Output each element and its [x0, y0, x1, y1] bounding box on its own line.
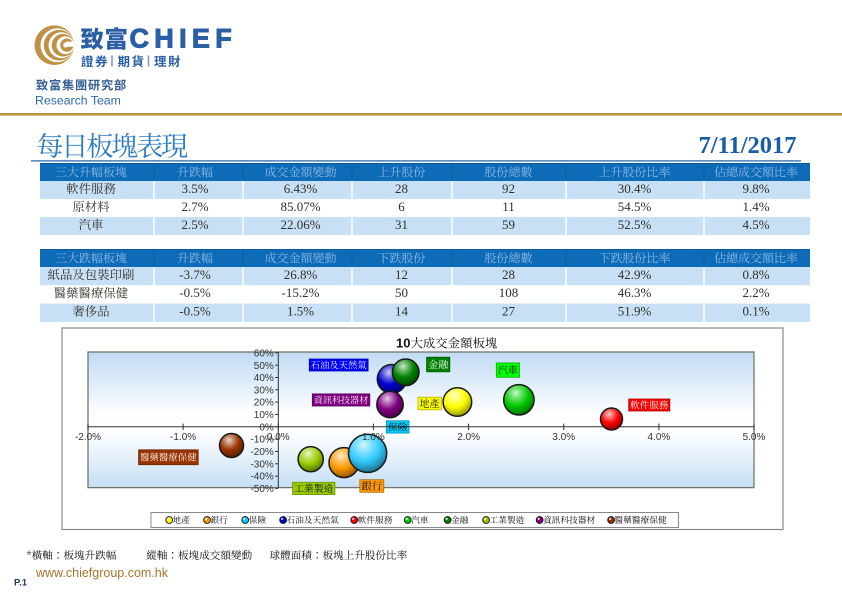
- svg-text:2.7%: 2.7%: [181, 199, 208, 214]
- svg-text:Research Team: Research Team: [35, 94, 121, 108]
- svg-text:27: 27: [502, 303, 516, 318]
- svg-text:46.3%: 46.3%: [618, 285, 652, 300]
- svg-text:3.0%: 3.0%: [552, 432, 575, 443]
- svg-text:6: 6: [398, 199, 405, 214]
- svg-text:20%: 20%: [254, 398, 274, 409]
- svg-text:59: 59: [502, 217, 515, 232]
- svg-text:108: 108: [499, 285, 519, 300]
- svg-text:28: 28: [502, 267, 515, 282]
- svg-text:30.4%: 30.4%: [618, 181, 652, 196]
- svg-text:28: 28: [395, 181, 408, 196]
- svg-text:-30%: -30%: [250, 459, 273, 470]
- svg-text:54.5%: 54.5%: [618, 199, 652, 214]
- svg-text:0%: 0%: [259, 422, 274, 433]
- svg-text:-3.7%: -3.7%: [179, 267, 211, 282]
- svg-text:2.5%: 2.5%: [181, 217, 208, 232]
- svg-text:-10%: -10%: [250, 435, 273, 446]
- svg-text:0.8%: 0.8%: [742, 267, 769, 282]
- svg-text:CHIEF: CHIEF: [130, 24, 238, 54]
- svg-text:-20%: -20%: [250, 447, 273, 458]
- svg-text:7/11/2017: 7/11/2017: [698, 132, 796, 159]
- svg-text:0.0%: 0.0%: [267, 432, 290, 443]
- svg-text:0.1%: 0.1%: [742, 303, 769, 318]
- svg-text:www.chiefgroup.com.hk: www.chiefgroup.com.hk: [35, 566, 169, 580]
- svg-text:14: 14: [395, 303, 409, 318]
- svg-text:3.5%: 3.5%: [181, 181, 208, 196]
- svg-text:2.2%: 2.2%: [742, 285, 769, 300]
- svg-text:-2.0%: -2.0%: [75, 432, 101, 443]
- svg-text:40%: 40%: [254, 373, 274, 384]
- svg-text:-0.5%: -0.5%: [179, 303, 211, 318]
- svg-text:6.43%: 6.43%: [284, 181, 318, 196]
- svg-text:-0.5%: -0.5%: [179, 285, 211, 300]
- svg-text:26.8%: 26.8%: [284, 267, 318, 282]
- svg-text:5.0%: 5.0%: [743, 432, 766, 443]
- svg-text:-50%: -50%: [250, 484, 273, 495]
- svg-text:60%: 60%: [254, 348, 274, 359]
- svg-text:50%: 50%: [254, 361, 274, 372]
- svg-text:31: 31: [395, 217, 408, 232]
- svg-text:2.0%: 2.0%: [457, 432, 480, 443]
- svg-text:-1.0%: -1.0%: [170, 432, 196, 443]
- svg-text:22.06%: 22.06%: [280, 217, 320, 232]
- svg-text:85.07%: 85.07%: [280, 199, 320, 214]
- svg-text:4.5%: 4.5%: [742, 217, 769, 232]
- svg-text:9.8%: 9.8%: [742, 181, 769, 196]
- svg-text:-40%: -40%: [250, 472, 273, 483]
- svg-text:92: 92: [502, 181, 515, 196]
- svg-text:1.5%: 1.5%: [287, 303, 314, 318]
- svg-text:52.5%: 52.5%: [618, 217, 652, 232]
- svg-text:4.0%: 4.0%: [648, 432, 671, 443]
- svg-text:11: 11: [502, 199, 515, 214]
- svg-text:50: 50: [395, 285, 408, 300]
- svg-text:30%: 30%: [254, 385, 274, 396]
- svg-text:10%: 10%: [254, 410, 274, 421]
- svg-text:1.0%: 1.0%: [362, 432, 385, 443]
- svg-text:10: 10: [396, 336, 410, 351]
- svg-text:42.9%: 42.9%: [618, 267, 652, 282]
- svg-text:P.1: P.1: [14, 578, 28, 589]
- svg-text:12: 12: [395, 267, 408, 282]
- svg-text:1.4%: 1.4%: [742, 199, 769, 214]
- svg-text:-15.2%: -15.2%: [282, 285, 320, 300]
- svg-text:51.9%: 51.9%: [618, 303, 652, 318]
